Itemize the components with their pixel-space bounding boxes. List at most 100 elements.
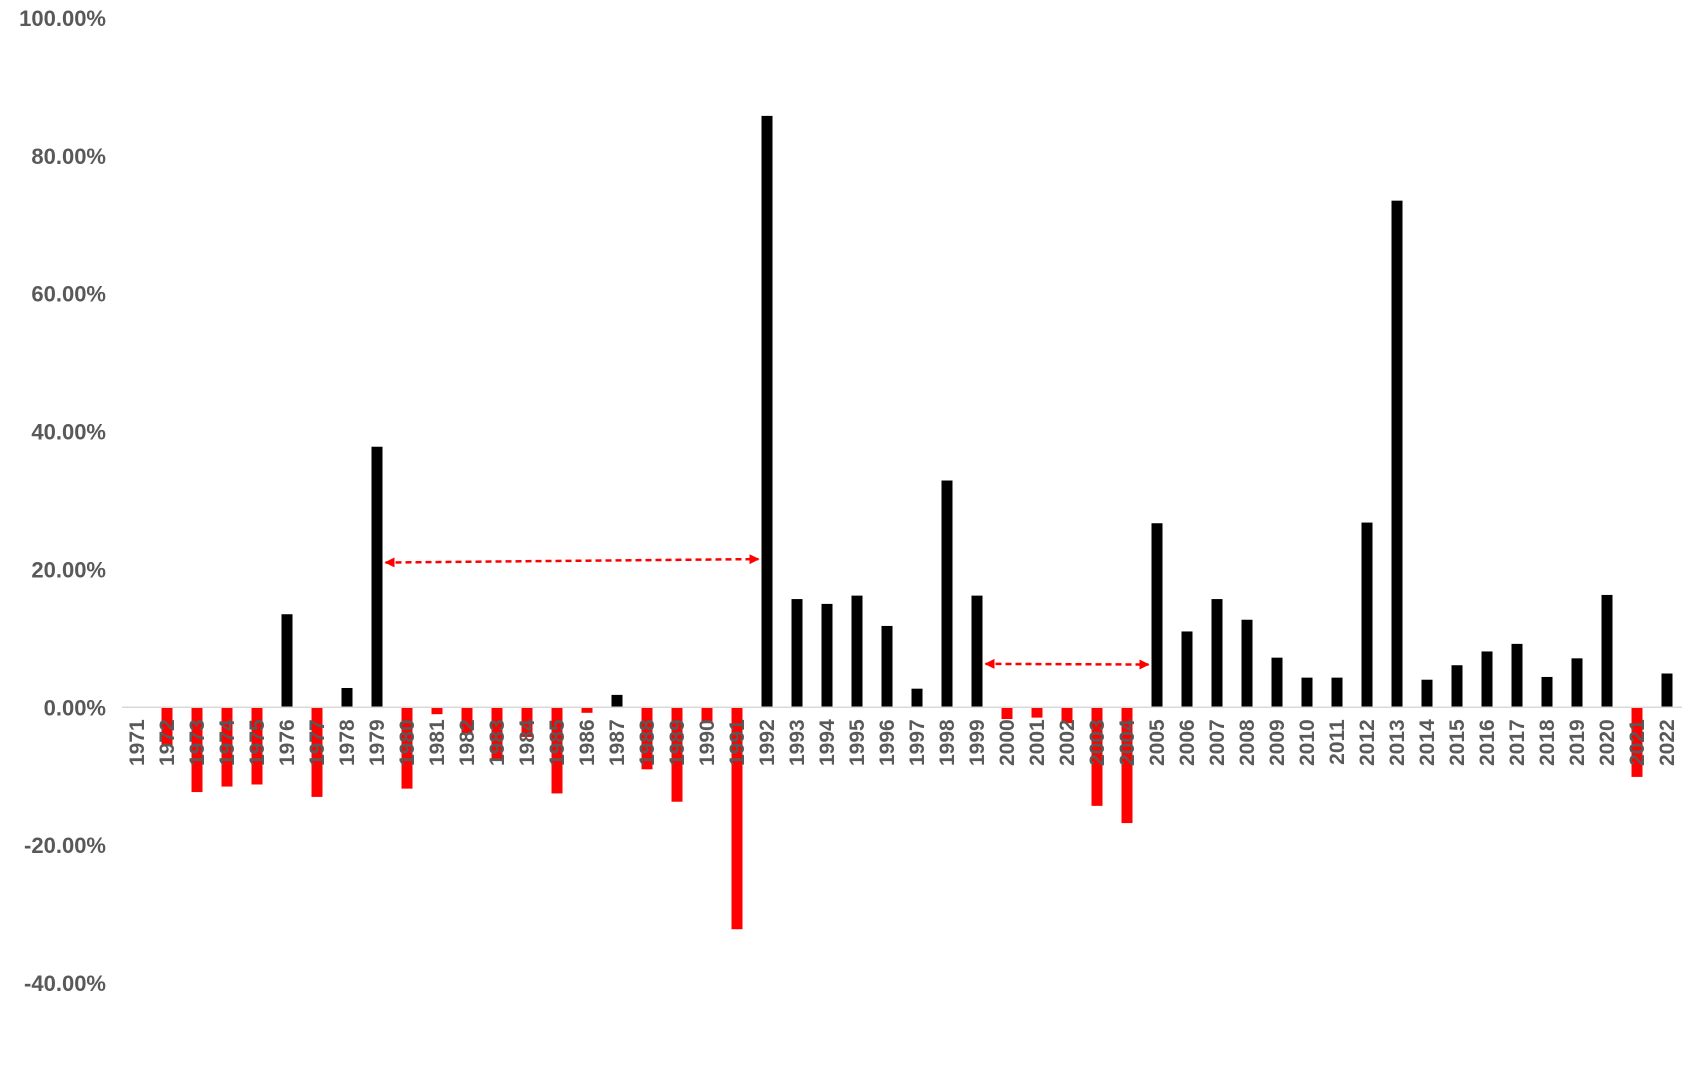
bar-1990 (701, 707, 713, 724)
x-tick-label: 1988 (636, 719, 659, 766)
bar-1985 (551, 707, 563, 794)
x-tick-label: 2014 (1416, 719, 1439, 766)
x-tick-label: 2015 (1446, 719, 1469, 766)
bar-2019 (1571, 658, 1583, 708)
bar-1999 (971, 595, 983, 708)
bar-1986 (581, 707, 593, 713)
y-tick-label: 100.00% (19, 6, 106, 31)
x-tick-label: 2005 (1146, 719, 1169, 766)
bar-2015 (1451, 665, 1463, 708)
x-tick-label: 2009 (1266, 719, 1289, 766)
bar-1977 (311, 707, 323, 797)
bar-2017 (1511, 643, 1523, 708)
bar-1991 (731, 707, 743, 930)
bar-1996 (881, 625, 893, 708)
double-arrow-1979-1992 (384, 554, 760, 568)
x-tick-label: 2018 (1536, 719, 1559, 766)
x-tick-label: 1975 (246, 719, 269, 766)
x-axis-labels: 1971 1972 1973 1974 1975 1976 1977 1978 1979 1980… (126, 719, 1679, 766)
x-tick-label: 2002 (1056, 719, 1079, 766)
x-tick-label: 1980 (396, 719, 419, 766)
bar-1998 (941, 480, 953, 708)
bar-2022 (1661, 673, 1673, 708)
bar-2011 (1331, 677, 1343, 708)
x-tick-label: 2000 (996, 719, 1019, 766)
bar-2013 (1391, 200, 1403, 708)
bar-2014 (1421, 679, 1433, 708)
y-tick-label: 20.00% (31, 557, 106, 582)
bars (161, 115, 1673, 930)
bar-1978 (341, 687, 353, 708)
x-tick-label: 2006 (1176, 719, 1199, 766)
y-tick-label: 80.00% (31, 144, 106, 169)
bar-2004 (1121, 707, 1133, 824)
x-tick-label: 2007 (1206, 719, 1229, 766)
bar-1997 (911, 688, 923, 708)
bar-2020 (1601, 594, 1613, 708)
x-tick-label: 2010 (1296, 719, 1319, 766)
bar-1976 (281, 614, 293, 708)
x-tick-label: 1972 (156, 719, 179, 766)
x-tick-label: 1971 (126, 719, 149, 766)
x-tick-label: 1974 (216, 719, 239, 766)
bar-1982 (461, 707, 473, 734)
x-tick-label: 1976 (276, 719, 299, 766)
y-tick-label: 40.00% (31, 420, 106, 445)
x-tick-label: 2011 (1326, 719, 1349, 765)
x-tick-label: 2021 (1626, 719, 1649, 766)
x-tick-label: 1997 (906, 719, 929, 766)
x-tick-label: 2013 (1386, 719, 1409, 766)
x-tick-label: 2022 (1656, 719, 1679, 766)
x-tick-label: 1998 (936, 719, 959, 766)
x-tick-label: 2004 (1116, 719, 1139, 766)
bar-2008 (1241, 619, 1253, 708)
bar-2021 (1631, 707, 1643, 777)
bar-1989 (671, 707, 683, 802)
bar-1972 (161, 707, 173, 746)
bar-2003 (1091, 707, 1103, 806)
x-tick-label: 1991 (726, 719, 749, 766)
x-tick-label: 1986 (576, 719, 599, 766)
bar-1984 (521, 707, 533, 737)
y-tick-label: 60.00% (31, 282, 106, 307)
bar-1988 (641, 707, 653, 770)
x-tick-label: 1984 (516, 719, 539, 766)
bar-2000 (1001, 707, 1013, 720)
x-tick-label: 1973 (186, 719, 209, 766)
x-tick-label: 1987 (606, 719, 629, 766)
x-tick-label: 2012 (1356, 719, 1379, 766)
bar-2012 (1361, 522, 1373, 708)
x-tick-label: 1993 (786, 719, 809, 766)
x-tick-label: 2017 (1506, 719, 1529, 766)
x-tick-label: 2016 (1476, 719, 1499, 766)
bar-2010 (1301, 677, 1313, 708)
x-tick-label: 2001 (1026, 719, 1049, 766)
bar-1994 (821, 603, 833, 708)
annotations (384, 554, 1150, 670)
x-tick-label: 1977 (306, 719, 329, 766)
bar-1975 (251, 707, 263, 785)
bar-2002 (1061, 707, 1073, 724)
x-tick-label: 1990 (696, 719, 719, 766)
bar-1983 (491, 707, 503, 761)
y-axis-labels: -40.00% -20.00% 0.00% 20.00% 40.00% 60.00% 80.… (19, 6, 106, 996)
bar-1987 (611, 694, 623, 708)
x-tick-label: 1992 (756, 719, 779, 766)
double-arrow-1999-2005 (984, 658, 1150, 670)
bar-1973 (191, 707, 203, 793)
bar-2009 (1271, 657, 1283, 708)
x-tick-label: 2019 (1566, 719, 1589, 766)
x-tick-label: 1989 (666, 719, 689, 766)
y-tick-label: 0.00% (44, 695, 106, 720)
x-tick-label: 2020 (1596, 719, 1619, 766)
bar-1980 (401, 707, 413, 789)
x-tick-label: 1981 (426, 719, 449, 766)
bar-2016 (1481, 651, 1493, 708)
bar-1995 (851, 595, 863, 708)
x-tick-label: 1983 (486, 719, 509, 766)
x-tick-label: 1995 (846, 719, 869, 766)
bar-2007 (1211, 599, 1223, 708)
bar-2006 (1181, 631, 1193, 708)
bar-1974 (221, 707, 233, 787)
bar-1979 (371, 446, 383, 708)
